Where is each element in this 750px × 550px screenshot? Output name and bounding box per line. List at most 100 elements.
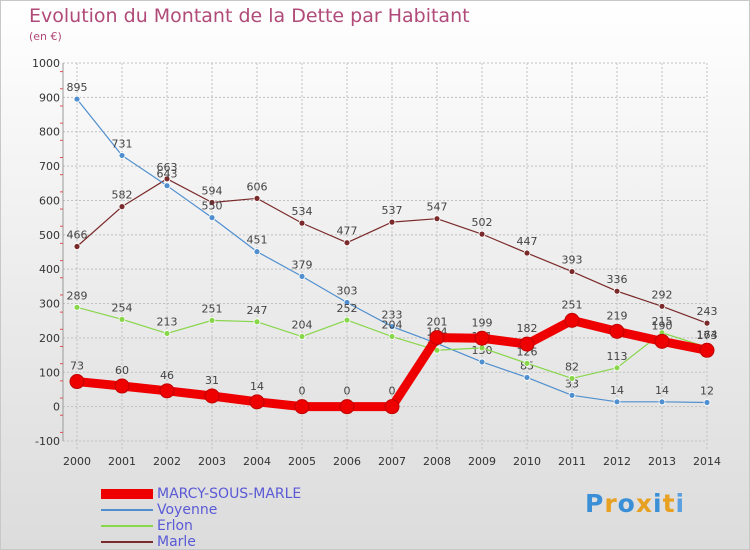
data-label-marle: 477 — [337, 225, 358, 238]
data-point-marcy-sous-marle — [699, 342, 715, 358]
x-tick-label: 2000 — [63, 455, 91, 468]
data-label-marle: 502 — [472, 216, 493, 229]
data-label-marle: 393 — [562, 254, 583, 267]
legend-item-marcy-sous-marle: MARCY-SOUS-MARLE — [101, 487, 301, 501]
logo-letter: r — [604, 489, 618, 518]
data-label-voyenne: 33 — [565, 377, 579, 390]
data-label-marle: 582 — [112, 189, 133, 202]
legend-swatch — [101, 509, 153, 511]
data-point-marle — [343, 239, 351, 247]
data-point-voyenne — [118, 152, 126, 159]
y-tick-label: 700 — [39, 160, 60, 173]
data-label-marcy-sous-marle: 0 — [344, 385, 351, 398]
data-point-voyenne — [163, 182, 171, 190]
data-point-marle — [658, 302, 666, 310]
data-point-marcy-sous-marle — [114, 378, 130, 394]
legend-label: Marle — [157, 534, 196, 550]
data-label-erlon: 213 — [157, 315, 178, 328]
data-point-marcy-sous-marle — [429, 330, 445, 346]
data-label-marle: 243 — [697, 305, 718, 318]
data-label-marcy-sous-marle: 199 — [472, 316, 493, 329]
data-point-marle — [703, 319, 711, 327]
data-point-voyenne — [523, 374, 531, 381]
data-label-erlon: 173 — [697, 329, 718, 342]
data-label-voyenne: 731 — [112, 137, 133, 150]
data-label-marcy-sous-marle: 251 — [562, 298, 583, 311]
x-tick-label: 2003 — [198, 455, 226, 468]
data-label-marcy-sous-marle: 46 — [160, 369, 174, 382]
data-point-marle — [433, 215, 441, 223]
data-point-voyenne — [388, 323, 396, 330]
data-label-erlon: 251 — [202, 302, 223, 315]
data-label-marcy-sous-marle: 60 — [115, 364, 129, 377]
data-point-marle — [523, 249, 531, 257]
chart-title: Evolution du Montant de la Dette par Hab… — [29, 5, 470, 27]
data-label-marle: 606 — [247, 180, 268, 193]
y-tick-label: 600 — [39, 194, 60, 207]
data-label-voyenne: 303 — [337, 285, 358, 298]
legend-swatch — [101, 541, 153, 543]
data-label-erlon: 204 — [382, 319, 403, 332]
data-label-marcy-sous-marle: 201 — [427, 316, 448, 329]
data-point-erlon — [343, 316, 351, 324]
x-tick-label: 2005 — [288, 455, 316, 468]
data-point-voyenne — [613, 398, 621, 406]
x-tick-label: 2006 — [333, 455, 361, 468]
data-label-erlon: 204 — [292, 319, 313, 332]
data-label-marle: 547 — [427, 201, 448, 214]
x-tick-label: 2002 — [153, 455, 181, 468]
data-label-voyenne: 14 — [655, 384, 669, 397]
data-point-voyenne — [568, 391, 576, 399]
data-label-marcy-sous-marle: 0 — [389, 385, 396, 398]
data-label-erlon: 252 — [337, 302, 358, 315]
data-point-marle — [208, 199, 216, 206]
data-label-marle: 534 — [292, 205, 313, 218]
y-tick-label: 500 — [39, 229, 60, 242]
data-point-erlon — [523, 359, 531, 367]
data-point-marle — [388, 218, 396, 226]
y-tick-label: -100 — [35, 435, 60, 448]
data-point-marle — [298, 219, 306, 227]
data-label-erlon: 247 — [247, 304, 268, 317]
data-point-erlon — [478, 344, 486, 352]
y-tick-label: 100 — [39, 366, 60, 379]
data-point-marcy-sous-marle — [159, 383, 175, 399]
data-point-marcy-sous-marle — [249, 394, 265, 410]
y-tick-label: 800 — [39, 126, 60, 139]
data-point-voyenne — [343, 299, 351, 306]
legend-swatch — [101, 489, 153, 499]
data-point-marcy-sous-marle — [204, 388, 220, 404]
x-tick-label: 2004 — [243, 455, 271, 468]
legend-label: Voyenne — [157, 502, 218, 518]
x-tick-label: 2010 — [513, 455, 541, 468]
data-point-marcy-sous-marle — [339, 399, 355, 415]
data-label-marcy-sous-marle: 182 — [517, 322, 538, 335]
data-point-voyenne — [703, 399, 711, 406]
x-tick-label: 2007 — [378, 455, 406, 468]
data-point-marcy-sous-marle — [564, 312, 580, 328]
data-label-marle: 537 — [382, 204, 403, 217]
x-tick-label: 2009 — [468, 455, 496, 468]
logo-letter: i — [653, 489, 663, 518]
data-label-voyenne: 895 — [67, 81, 88, 94]
data-label-voyenne: 451 — [247, 234, 268, 247]
legend-label: MARCY-SOUS-MARLE — [157, 486, 302, 502]
data-label-erlon: 254 — [112, 301, 133, 314]
y-tick-label: 1000 — [32, 57, 60, 70]
data-point-marle — [478, 230, 486, 238]
data-point-voyenne — [478, 358, 486, 366]
x-tick-label: 2001 — [108, 455, 136, 468]
data-point-erlon — [73, 303, 81, 311]
data-label-marcy-sous-marle: 31 — [205, 374, 219, 387]
y-tick-label: 900 — [39, 91, 60, 104]
legend-item-erlon: Erlon — [101, 519, 193, 533]
data-point-voyenne — [298, 272, 306, 280]
x-tick-label: 2008 — [423, 455, 451, 468]
legend-label: Erlon — [157, 518, 193, 534]
y-tick-label: 0 — [53, 401, 60, 414]
data-point-marcy-sous-marle — [609, 323, 625, 339]
data-point-marle — [73, 243, 81, 250]
data-label-marle: 336 — [607, 273, 628, 286]
